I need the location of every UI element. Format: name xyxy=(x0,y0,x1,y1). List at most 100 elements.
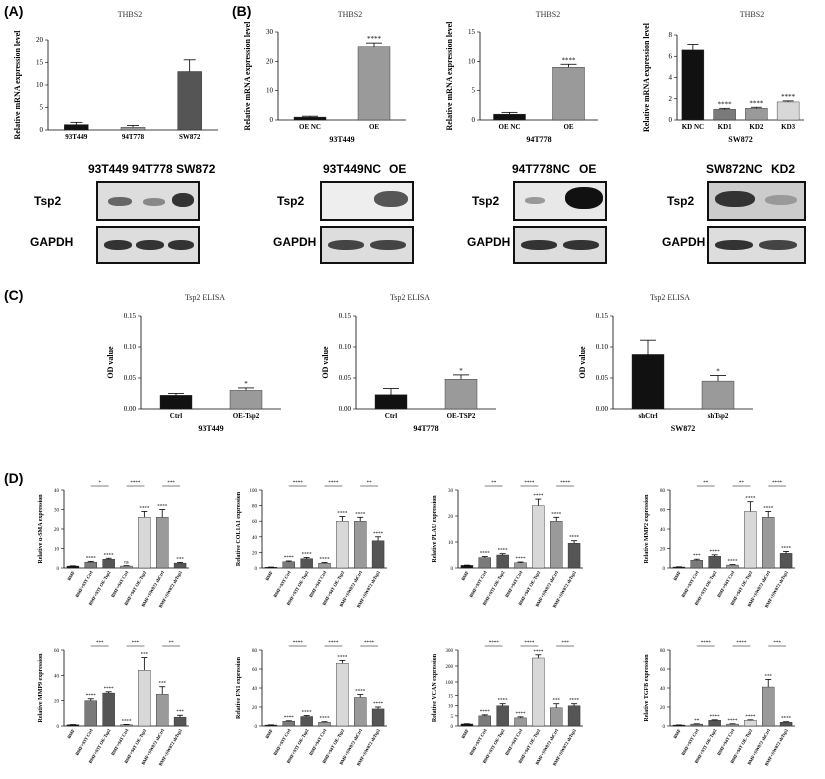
bracket-significance: **** xyxy=(701,641,712,646)
y-axis-label: OD value xyxy=(321,346,330,379)
bracket-significance: ** xyxy=(367,481,373,486)
y-tick-label: 30 xyxy=(54,509,60,514)
bracket-significance: **** xyxy=(130,481,141,486)
blot-header: 93T449 94T778 SW872 xyxy=(88,162,216,176)
chart-title: THBS2 xyxy=(536,10,560,19)
y-tick-label: 0.15 xyxy=(596,312,609,320)
y-tick-label: 20 xyxy=(448,515,454,520)
bar xyxy=(293,116,327,121)
y-tick-label: 15 xyxy=(36,59,44,67)
bar xyxy=(762,517,775,569)
y-tick-label: 10 xyxy=(468,57,476,65)
significance-label: *** xyxy=(764,674,772,679)
bar xyxy=(84,700,97,727)
significance-label: **** xyxy=(320,558,331,563)
y-axis-label: Relative FN1 expression xyxy=(236,656,242,719)
y-tick-label: 0 xyxy=(40,126,44,134)
y-tick-label: 0 xyxy=(57,567,60,572)
bar xyxy=(354,697,367,727)
bar xyxy=(318,563,331,569)
y-tick-label: 0 xyxy=(255,567,258,572)
gapdh-blot xyxy=(513,226,607,264)
category-label: KD1 xyxy=(718,123,733,131)
bar xyxy=(282,561,295,569)
significance-label: **** xyxy=(533,650,544,655)
bracket-significance: **** xyxy=(364,641,375,646)
chart-title: Tsp2 ELISA xyxy=(185,293,225,302)
significance-label: **** xyxy=(104,553,115,558)
y-tick-label: 0.15 xyxy=(339,312,352,320)
category-label: BMF+94T Ctrl xyxy=(716,569,736,598)
bar xyxy=(460,723,474,727)
category-label: BMF+94T Ctrl xyxy=(504,727,524,756)
y-tick-label: 20 xyxy=(660,548,666,553)
y-tick-label: 6 xyxy=(669,52,673,60)
tsp2-blot xyxy=(96,181,200,221)
y-axis-label: Relative MMP2 expression xyxy=(644,494,650,564)
chart-d5: 0 20 40 60 Relative MMP9 expression BMF **** BM… xyxy=(38,641,189,767)
bracket-significance: *** xyxy=(96,641,104,646)
bar xyxy=(567,543,581,569)
category-label: BMF+94T Ctrl xyxy=(110,569,130,598)
y-tick-label: 40 xyxy=(54,674,60,679)
bar xyxy=(779,722,793,727)
bar xyxy=(550,521,563,569)
y-tick-label: 10 xyxy=(448,705,454,710)
category-label: KD3 xyxy=(781,123,796,131)
category-label: 93T449 xyxy=(65,133,88,141)
bar xyxy=(444,379,478,410)
y-tick-label: 10 xyxy=(36,81,44,89)
bar xyxy=(567,705,581,727)
category-label: BMF+94T Ctrl xyxy=(716,727,736,756)
tsp2-label: Tsp2 xyxy=(667,194,695,208)
y-tick-label: 60 xyxy=(252,668,258,673)
significance-label: **** xyxy=(781,546,792,551)
category-label: OE xyxy=(369,123,379,131)
y-tick-label: 80 xyxy=(252,649,258,654)
significance-label: **** xyxy=(480,710,491,715)
significance-label: **** xyxy=(104,687,115,692)
bar xyxy=(102,692,115,727)
bracket-significance: * xyxy=(98,481,101,486)
bracket-significance: ** xyxy=(739,481,745,486)
y-tick-label: 0.00 xyxy=(596,405,609,413)
bar xyxy=(744,720,757,727)
bar xyxy=(460,565,474,569)
y-tick-label: 0.10 xyxy=(339,343,352,351)
category-label: BMF xyxy=(460,728,470,740)
y-tick-label: 4 xyxy=(669,74,673,82)
y-tick-label: 60 xyxy=(660,668,666,673)
y-tick-label: 60 xyxy=(54,649,60,654)
y-tick-label: 40 xyxy=(252,687,258,692)
bar xyxy=(374,394,408,410)
gapdh-label: GAPDH xyxy=(662,235,706,249)
blot-header-nc: 93T449NC xyxy=(323,162,382,176)
bar xyxy=(173,562,187,569)
y-axis-label: OD value xyxy=(578,346,587,379)
significance-label: **** xyxy=(355,690,366,695)
bracket-significance: **** xyxy=(560,481,571,486)
significance-label: **** xyxy=(373,702,384,707)
gapdh-blot xyxy=(707,226,806,264)
y-tick-label: 0.00 xyxy=(124,405,137,413)
category-label: BMF+94T Ctrl xyxy=(308,569,328,598)
y-tick-label: 20 xyxy=(36,36,44,44)
category-label: OE NC xyxy=(299,123,321,131)
chart-d7: 0 5 10 15 100 200 300 Relative VCAN expression B… xyxy=(432,641,583,767)
significance-label: **** xyxy=(562,56,577,64)
y-tick-label: 0 xyxy=(451,725,454,730)
bar xyxy=(336,663,349,727)
bar xyxy=(357,46,391,121)
bracket-significance: **** xyxy=(328,481,339,486)
y-tick-label: 0 xyxy=(663,567,666,572)
panel-label-d: (D) xyxy=(4,470,24,486)
x-axis-label: 94T778 xyxy=(526,135,551,144)
category-label: BMF+93T Ctrl xyxy=(272,727,292,756)
bar xyxy=(708,720,721,727)
y-tick-label: 0 xyxy=(57,725,60,730)
significance-label: **** xyxy=(86,556,97,561)
significance-label: **** xyxy=(302,552,313,557)
bracket-significance: ** xyxy=(703,481,709,486)
tsp2-label: Tsp2 xyxy=(472,194,500,208)
